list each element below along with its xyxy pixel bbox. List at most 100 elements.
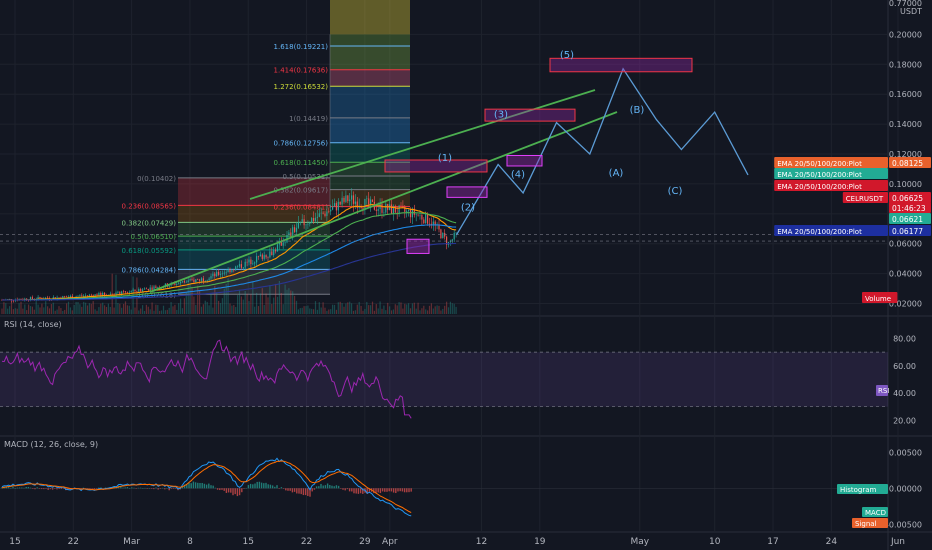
volume-bar <box>218 300 220 314</box>
volume-bar <box>109 306 111 314</box>
candle-body <box>155 286 157 289</box>
macd-histogram-bar <box>135 488 137 489</box>
volume-bar <box>69 307 71 314</box>
volume-bar <box>54 310 56 314</box>
candle-body <box>69 295 71 297</box>
candle-body <box>392 206 394 214</box>
macd-histogram-bar <box>67 488 69 490</box>
candle-body <box>242 267 244 269</box>
fib-right-zone <box>330 69 410 87</box>
candle-body <box>352 195 355 204</box>
macd-histogram-bar <box>56 488 58 490</box>
volume-bar <box>314 301 317 314</box>
macd-histogram-bar <box>183 484 186 489</box>
candle-body <box>280 241 282 246</box>
macd-histogram-bar <box>399 488 401 492</box>
macd-badge-text: Histogram <box>840 486 876 494</box>
fib-right-level-label: 1(0.14419) <box>289 115 328 123</box>
macd-histogram-bar <box>401 488 404 492</box>
candle-body <box>379 203 381 210</box>
volume-bar <box>430 303 432 314</box>
macd-histogram-bar <box>133 487 135 489</box>
macd-tick-label: 0.00500 <box>889 448 922 457</box>
candle-body <box>423 219 425 224</box>
candle-body <box>218 271 220 275</box>
candle-body <box>438 224 440 230</box>
candle-body <box>349 199 351 202</box>
volume-bar <box>157 305 159 314</box>
macd-histogram-bar <box>324 485 327 489</box>
macd-histogram-bar <box>366 488 368 494</box>
macd-title: MACD (12, 26, close, 9) <box>4 440 98 449</box>
candle-body <box>434 221 436 225</box>
macd-histogram-bar <box>122 487 124 489</box>
volume-bar <box>423 305 425 314</box>
candle-body <box>240 264 242 268</box>
trend-channel-upper <box>249 89 596 200</box>
rsi-value-badge-box <box>876 385 888 396</box>
candle-body <box>183 281 185 283</box>
macd-histogram-bar <box>388 488 390 492</box>
candle-body <box>151 287 153 291</box>
volume-bar <box>320 307 322 314</box>
x-axis-tick-label: 22 <box>301 537 312 547</box>
volume-bar <box>235 307 237 314</box>
volume-bar <box>427 310 429 314</box>
volume-bar <box>164 310 166 314</box>
candle-body <box>143 288 146 290</box>
volume-bar <box>187 281 189 314</box>
candle-body <box>364 199 366 210</box>
volume-bar <box>322 302 324 314</box>
axis-price-top: 0.77000 <box>889 0 922 8</box>
wave-label: (B) <box>630 105 645 116</box>
candle-body <box>347 195 349 202</box>
volume-bar <box>261 288 263 314</box>
y-axis-tick-label: 0.12000 <box>889 150 922 159</box>
volume-bar <box>313 309 315 314</box>
candle-body <box>396 212 398 214</box>
target-box <box>506 155 543 167</box>
candle-body <box>195 279 197 283</box>
macd-histogram-bar <box>208 483 210 489</box>
volume-bar <box>62 310 64 314</box>
volume-bar <box>94 309 96 314</box>
macd-histogram-bar <box>93 488 96 490</box>
candle-body <box>271 251 273 256</box>
volume-bar <box>390 310 393 314</box>
wave-label: (5) <box>560 50 574 61</box>
volume-bar <box>199 290 201 314</box>
macd-histogram-bar <box>219 488 221 491</box>
fib-left-level-label: 0.382(0.07429) <box>122 219 177 227</box>
volume-bar <box>419 310 421 314</box>
macd-histogram-bar <box>331 485 333 489</box>
candle-body <box>123 291 125 292</box>
macd-histogram-bar <box>340 488 342 489</box>
volume-bar <box>280 293 282 314</box>
macd-histogram-bar <box>326 483 329 489</box>
macd-histogram-bar <box>309 488 311 497</box>
volume-bar <box>22 308 24 314</box>
candle-body <box>305 224 307 226</box>
volume-bar <box>269 285 271 314</box>
candle-body <box>126 292 128 293</box>
macd-badge-text: MACD <box>865 509 886 517</box>
macd-histogram-bar <box>205 484 208 489</box>
volume-bar <box>58 306 60 314</box>
volume-bar <box>449 301 451 314</box>
badge-value-text: 0.06621 <box>892 215 923 224</box>
candle-body <box>259 254 261 257</box>
candle-body <box>351 195 353 200</box>
macd-histogram-bar <box>60 488 63 490</box>
candle-body <box>140 288 142 292</box>
volume-bar <box>271 303 273 314</box>
volume-bar <box>440 310 442 314</box>
candle-body <box>307 223 309 225</box>
macd-histogram-bar <box>47 488 49 490</box>
volume-bar <box>256 292 258 314</box>
candle-body <box>282 242 284 246</box>
candle-body <box>219 274 222 275</box>
macd-histogram-bar <box>392 488 395 493</box>
axis-currency: USDT <box>900 7 922 16</box>
macd-histogram-bar <box>230 488 232 493</box>
